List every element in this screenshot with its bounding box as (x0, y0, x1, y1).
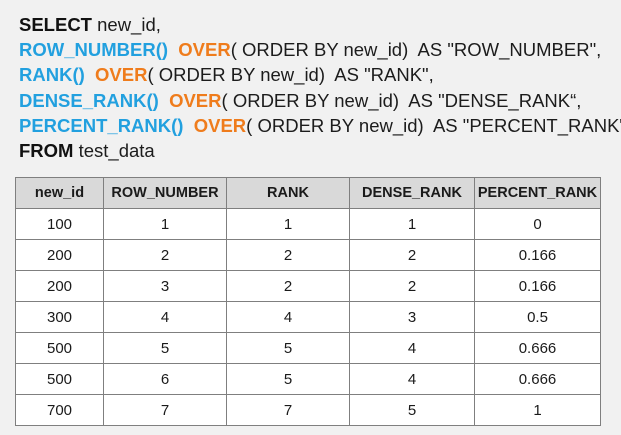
sql-keyword-select: SELECT (19, 14, 92, 35)
sql-line-dense-rank: DENSE_RANK() OVER( ORDER BY new_id) AS "… (19, 88, 609, 113)
sql-function-rank: RANK() (19, 64, 85, 86)
cell-percent-rank: 0.166 (474, 239, 601, 271)
sql-window-clause: ( ORDER BY new_id) AS "DENSE_RANK“, (221, 89, 582, 111)
sql-keyword-over: OVER (193, 114, 247, 136)
sql-window-clause: ( ORDER BY new_id) AS "ROW_NUMBER", (230, 39, 602, 61)
cell-rank: 1 (226, 208, 350, 240)
cell-dense-rank: 3 (349, 301, 475, 333)
sql-function-percent-rank: PERCENT_RANK() (19, 114, 184, 136)
cell-new-id: 300 (15, 301, 104, 333)
cell-new-id: 500 (15, 363, 104, 395)
column-header-row-number: ROW_NUMBER (103, 177, 227, 209)
cell-row-number: 4 (103, 301, 227, 333)
sql-keyword-from: FROM (19, 140, 74, 162)
column-header-percent-rank: PERCENT_RANK (474, 177, 601, 209)
sql-keyword-over: OVER (178, 39, 231, 61)
cell-dense-rank: 4 (349, 363, 475, 395)
cell-new-id: 500 (15, 332, 104, 364)
cell-rank: 2 (226, 270, 350, 302)
sql-line-percent-rank: PERCENT_RANK() OVER( ORDER BY new_id) AS… (19, 113, 621, 138)
cell-rank: 5 (226, 332, 350, 364)
cell-rank: 7 (226, 394, 350, 426)
cell-dense-rank: 2 (349, 270, 475, 302)
column-header-rank: RANK (226, 177, 350, 209)
table-row: 500 6 5 4 0.666 (15, 363, 601, 395)
cell-percent-rank: 0.666 (474, 332, 601, 364)
sql-function-row-number: ROW_NUMBER() (19, 39, 169, 61)
sql-line-from: FROM test_data (19, 138, 609, 163)
cell-row-number: 1 (103, 208, 227, 240)
sql-line-row-number: ROW_NUMBER() OVER( ORDER BY new_id) AS "… (19, 37, 609, 62)
cell-new-id: 100 (15, 208, 104, 240)
cell-new-id: 700 (15, 394, 104, 426)
cell-new-id: 200 (15, 270, 104, 302)
cell-percent-rank: 0.5 (474, 301, 601, 333)
cell-percent-rank: 1 (474, 394, 601, 426)
cell-rank: 2 (226, 239, 350, 271)
table-header-row: new_id ROW_NUMBER RANK DENSE_RANK PERCEN… (15, 177, 601, 209)
result-table: new_id ROW_NUMBER RANK DENSE_RANK PERCEN… (15, 177, 601, 426)
column-header-new-id: new_id (15, 177, 104, 209)
sql-window-clause: ( ORDER BY new_id) AS "RANK", (147, 64, 434, 86)
cell-percent-rank: 0.166 (474, 270, 601, 302)
sql-keyword-over: OVER (169, 89, 222, 111)
cell-row-number: 5 (103, 332, 227, 364)
table-row: 200 3 2 2 0.166 (15, 270, 601, 302)
table-row: 700 7 7 5 1 (15, 394, 601, 426)
sql-line-select: SELECT new_id, (19, 12, 609, 37)
table-row: 100 1 1 1 0 (15, 208, 601, 240)
sql-keyword-over: OVER (95, 64, 148, 86)
cell-row-number: 7 (103, 394, 227, 426)
cell-dense-rank: 4 (349, 332, 475, 364)
sql-window-clause: ( ORDER BY new_id) AS "PERCENT_RANK" (246, 114, 621, 136)
cell-row-number: 2 (103, 239, 227, 271)
cell-new-id: 200 (15, 239, 104, 271)
cell-row-number: 3 (103, 270, 227, 302)
table-row: 500 5 5 4 0.666 (15, 332, 601, 364)
sql-select-columns: new_id, (91, 14, 161, 35)
cell-row-number: 6 (103, 363, 227, 395)
cell-dense-rank: 5 (349, 394, 475, 426)
cell-rank: 4 (226, 301, 350, 333)
cell-dense-rank: 1 (349, 208, 475, 240)
sql-line-rank: RANK() OVER( ORDER BY new_id) AS "RANK", (19, 62, 609, 87)
cell-dense-rank: 2 (349, 239, 475, 271)
sql-query: SELECT new_id, ROW_NUMBER() OVER( ORDER … (19, 12, 621, 163)
column-header-dense-rank: DENSE_RANK (349, 177, 475, 209)
cell-percent-rank: 0 (474, 208, 601, 240)
cell-rank: 5 (226, 363, 350, 395)
table-row: 300 4 4 3 0.5 (15, 301, 601, 333)
sql-table-name: test_data (73, 140, 155, 162)
sql-function-dense-rank: DENSE_RANK() (19, 89, 159, 111)
table-row: 200 2 2 2 0.166 (15, 239, 601, 271)
cell-percent-rank: 0.666 (474, 363, 601, 395)
